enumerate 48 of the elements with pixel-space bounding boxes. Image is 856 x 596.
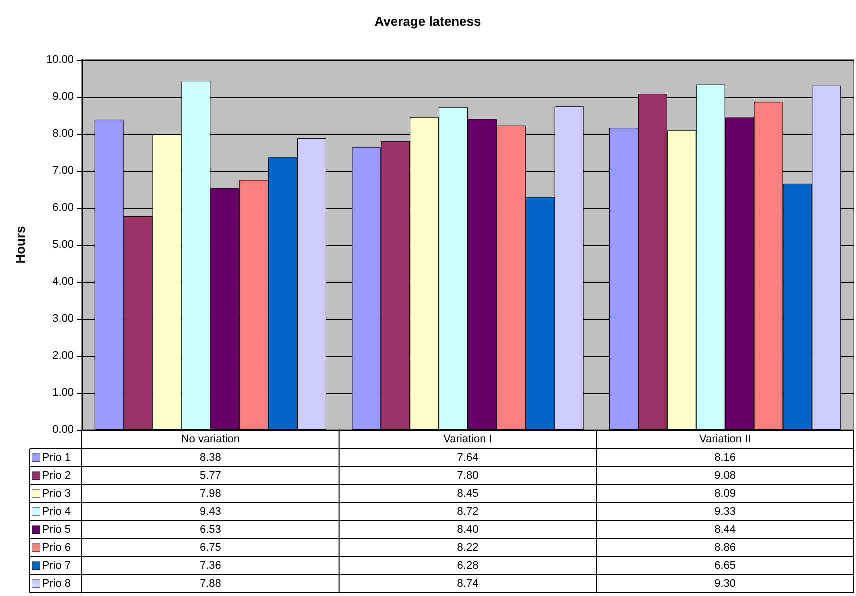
legend-label: Prio 5 (42, 524, 71, 536)
y-tick-label: 5.00 (52, 239, 74, 251)
data-label: 8.09 (714, 488, 736, 500)
data-label: 6.53 (200, 524, 222, 536)
data-label: 8.22 (457, 542, 479, 554)
data-label: 9.08 (714, 470, 736, 482)
y-tick-label: 2.00 (52, 350, 74, 362)
y-axis-title: Hours (13, 226, 28, 264)
data-label: 8.86 (714, 542, 736, 554)
data-label: 7.80 (457, 470, 479, 482)
data-label: 8.44 (714, 524, 736, 536)
y-tick-label: 7.00 (52, 165, 74, 177)
data-label: 7.98 (200, 488, 222, 500)
legend-label: Prio 1 (42, 452, 71, 464)
x-tick-label: No variation (181, 434, 240, 446)
data-label: 8.40 (457, 524, 479, 536)
data-label: 8.72 (457, 506, 479, 518)
data-label: 8.16 (714, 452, 736, 464)
y-tick-label: 10.00 (46, 54, 74, 66)
data-label: 8.38 (200, 452, 222, 464)
legend-label: Prio 4 (42, 506, 71, 518)
y-tick-label: 3.00 (52, 313, 74, 325)
y-tick-label: 4.00 (52, 276, 74, 288)
data-label: 6.28 (457, 560, 479, 572)
legend-label: Prio 7 (42, 560, 71, 572)
legend-label: Prio 3 (42, 488, 71, 500)
data-label: 8.45 (457, 488, 479, 500)
x-tick-label: Variation II (699, 434, 752, 446)
data-label: 7.36 (200, 560, 222, 572)
chart-title: Average lateness (374, 14, 482, 29)
y-tick-label: 1.00 (52, 387, 74, 399)
legend-label: Prio 6 (42, 542, 71, 554)
data-label: 5.77 (200, 470, 222, 482)
data-label: 7.88 (200, 578, 222, 590)
y-tick-label: 8.00 (52, 128, 74, 140)
data-label: 6.75 (200, 542, 222, 554)
y-tick-label: 9.00 (52, 91, 74, 103)
data-label: 9.33 (714, 506, 736, 518)
legend-label: Prio 2 (42, 470, 71, 482)
x-tick-label: Variation I (444, 434, 492, 446)
y-tick-label: 6.00 (52, 202, 74, 214)
data-label: 8.74 (457, 578, 479, 590)
y-tick-label: 0.00 (52, 424, 74, 436)
data-label: 9.43 (200, 506, 222, 518)
legend-label: Prio 8 (42, 578, 71, 590)
data-label: 9.30 (714, 578, 736, 590)
data-label: 6.65 (714, 560, 736, 572)
data-label: 7.64 (457, 452, 479, 464)
